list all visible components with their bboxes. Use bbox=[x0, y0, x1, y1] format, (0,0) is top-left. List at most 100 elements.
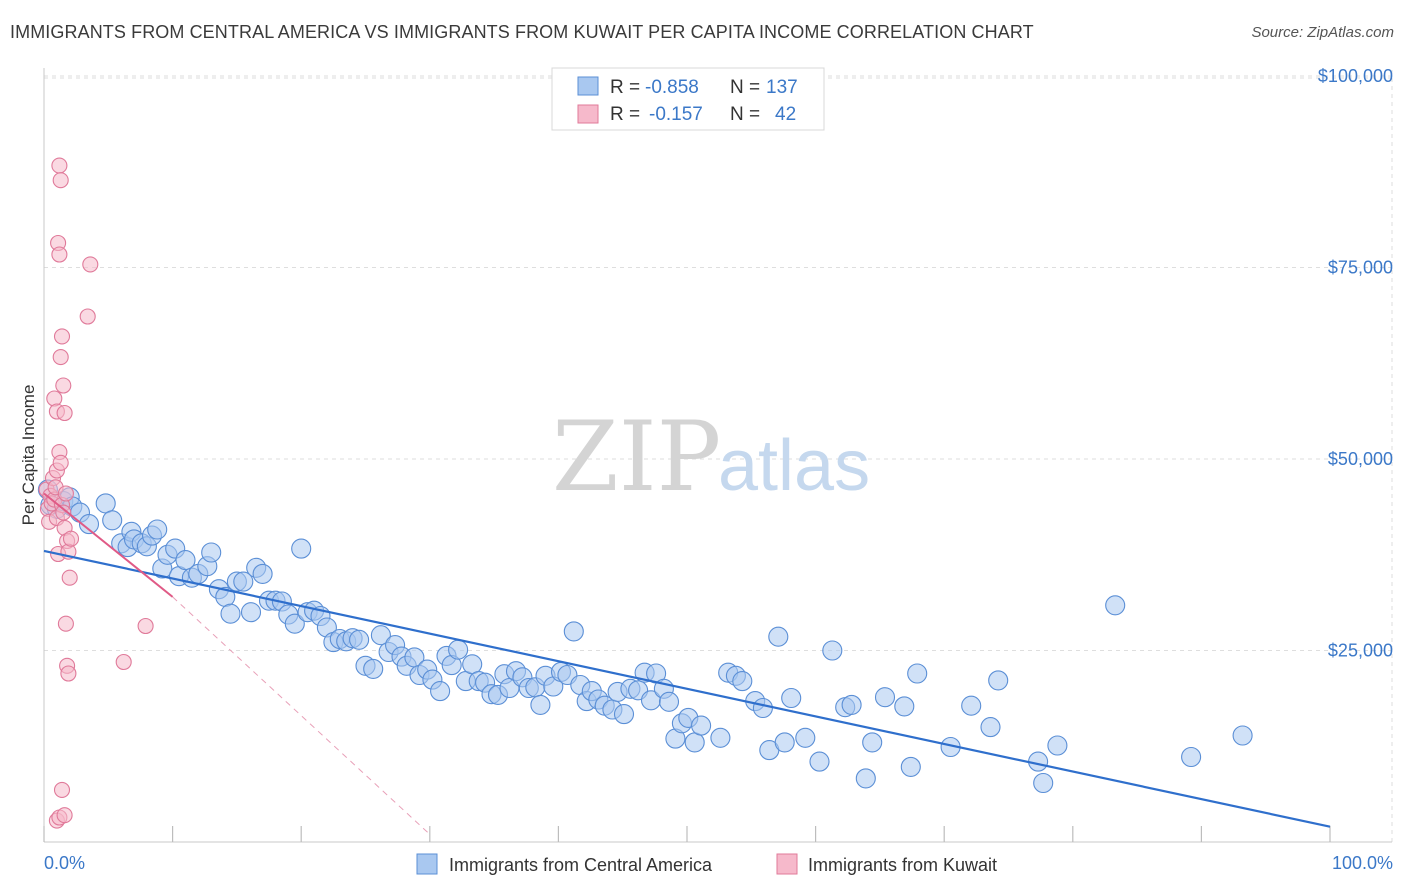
point-central-america-118 bbox=[855, 768, 876, 789]
point-kuwait-36 bbox=[137, 617, 154, 635]
series-central-america bbox=[37, 479, 1253, 794]
point-central-america-51 bbox=[363, 658, 384, 679]
point-kuwait-35 bbox=[79, 308, 96, 325]
point-central-america-40 bbox=[291, 538, 312, 559]
point-kuwait-41 bbox=[56, 807, 73, 824]
stats-swatch-pink bbox=[577, 104, 599, 124]
watermark-zip: ZIP bbox=[552, 401, 721, 513]
point-central-america-32 bbox=[240, 602, 262, 623]
legend-swatch-kuwait bbox=[776, 853, 798, 875]
point-kuwait-34 bbox=[82, 256, 99, 273]
point-central-america-8 bbox=[95, 493, 116, 514]
point-central-america-129 bbox=[1033, 772, 1054, 794]
point-central-america-17 bbox=[147, 519, 168, 540]
chart-title: IMMIGRANTS FROM CENTRAL AMERICA VS IMMIG… bbox=[10, 22, 1034, 42]
point-central-america-34 bbox=[252, 563, 273, 584]
trend-line-central-america bbox=[43, 549, 1331, 828]
point-kuwait-19 bbox=[61, 569, 78, 586]
point-kuwait-32 bbox=[51, 157, 68, 174]
watermark-atlas: atlas bbox=[718, 426, 870, 506]
source-label: Source: ZipAtlas.com bbox=[1251, 24, 1394, 41]
point-kuwait-29 bbox=[62, 530, 80, 547]
point-central-america-26 bbox=[201, 542, 222, 563]
point-central-america-29 bbox=[220, 603, 241, 624]
point-central-america-126 bbox=[980, 717, 1001, 738]
stats-r-label-1: R = bbox=[610, 77, 640, 98]
legend-label-kuwait: Immigrants from Kuwait bbox=[808, 855, 997, 875]
point-central-america-90 bbox=[613, 704, 635, 725]
stats-box: R = -0.858 N = 137 R = -0.157 N = 42 bbox=[551, 67, 825, 131]
point-central-america-97 bbox=[658, 691, 680, 712]
grid bbox=[44, 70, 1393, 842]
point-central-america-120 bbox=[874, 687, 896, 708]
series-kuwait bbox=[38, 157, 154, 829]
trend-lines bbox=[43, 492, 1331, 835]
point-central-america-119 bbox=[862, 732, 883, 753]
stats-n-label-1: N = bbox=[730, 77, 760, 98]
point-central-america-108 bbox=[752, 697, 773, 719]
point-central-america-103 bbox=[710, 727, 731, 748]
point-central-america-127 bbox=[988, 670, 1009, 691]
point-central-america-39 bbox=[284, 613, 305, 634]
x-tick-label-1: 100.0% bbox=[1332, 853, 1393, 873]
point-central-america-82 bbox=[563, 621, 584, 642]
trend-line-kuwait-extension bbox=[172, 596, 431, 835]
stats-r-value-1: -0.858 bbox=[645, 77, 699, 98]
point-kuwait-22 bbox=[52, 349, 69, 366]
legend-label-central-america: Immigrants from Central America bbox=[449, 855, 713, 875]
point-central-america-61 bbox=[430, 681, 451, 702]
point-central-america-112 bbox=[781, 687, 802, 709]
point-kuwait-24 bbox=[55, 377, 72, 394]
point-central-america-49 bbox=[349, 629, 370, 650]
stats-n-value-1: 137 bbox=[766, 77, 798, 98]
legend: Immigrants from Central America Immigran… bbox=[416, 853, 997, 875]
point-central-america-7 bbox=[78, 514, 100, 535]
point-central-america-111 bbox=[774, 732, 795, 753]
y-axis-title: Per Capita Income bbox=[19, 385, 38, 526]
point-central-america-22 bbox=[175, 550, 196, 571]
point-kuwait-23 bbox=[53, 328, 71, 345]
point-central-america-52 bbox=[370, 625, 391, 646]
trend-line-kuwait bbox=[43, 492, 174, 598]
point-central-america-9 bbox=[102, 510, 123, 531]
stats-n-value-2: 42 bbox=[775, 104, 796, 125]
stats-r-value-2: -0.157 bbox=[649, 104, 703, 125]
point-central-america-110 bbox=[768, 626, 789, 647]
point-central-america-125 bbox=[961, 695, 982, 716]
point-kuwait-20 bbox=[46, 390, 63, 407]
point-central-america-117 bbox=[841, 694, 862, 715]
x-tick-label-0: 0.0% bbox=[44, 853, 85, 873]
point-central-america-66 bbox=[462, 654, 483, 675]
point-kuwait-31 bbox=[51, 246, 68, 263]
point-central-america-130 bbox=[1047, 735, 1068, 756]
point-central-america-132 bbox=[1181, 746, 1202, 768]
y-tick-label-0: $25,000 bbox=[1328, 641, 1393, 661]
point-central-america-77 bbox=[530, 694, 551, 715]
point-kuwait-25 bbox=[56, 404, 73, 422]
point-central-america-115 bbox=[822, 640, 843, 661]
point-kuwait-33 bbox=[52, 172, 69, 189]
x-axis-labels: 0.0% 100.0% bbox=[44, 853, 1393, 873]
point-kuwait-16 bbox=[57, 485, 74, 502]
point-kuwait-37 bbox=[115, 653, 132, 671]
legend-swatch-central-america bbox=[416, 853, 438, 875]
point-central-america-121 bbox=[894, 696, 915, 717]
point-central-america-64 bbox=[448, 639, 469, 660]
point-central-america-31 bbox=[233, 571, 254, 592]
point-kuwait-28 bbox=[60, 665, 77, 682]
point-central-america-131 bbox=[1105, 595, 1126, 616]
point-central-america-133 bbox=[1232, 725, 1253, 746]
y-axis-labels: $25,000 $50,000 $75,000 $100,000 bbox=[1318, 66, 1393, 661]
point-kuwait-12 bbox=[52, 454, 69, 471]
stats-swatch-blue bbox=[577, 76, 599, 96]
point-central-america-123 bbox=[907, 663, 928, 684]
point-central-america-106 bbox=[732, 671, 753, 692]
point-kuwait-26 bbox=[57, 615, 74, 632]
y-tick-label-3: $100,000 bbox=[1318, 66, 1393, 86]
stats-n-label-2: N = bbox=[730, 104, 760, 125]
point-central-america-113 bbox=[795, 727, 816, 748]
y-tick-label-1: $50,000 bbox=[1328, 449, 1393, 469]
point-central-america-102 bbox=[691, 715, 712, 736]
point-central-america-122 bbox=[900, 756, 921, 777]
